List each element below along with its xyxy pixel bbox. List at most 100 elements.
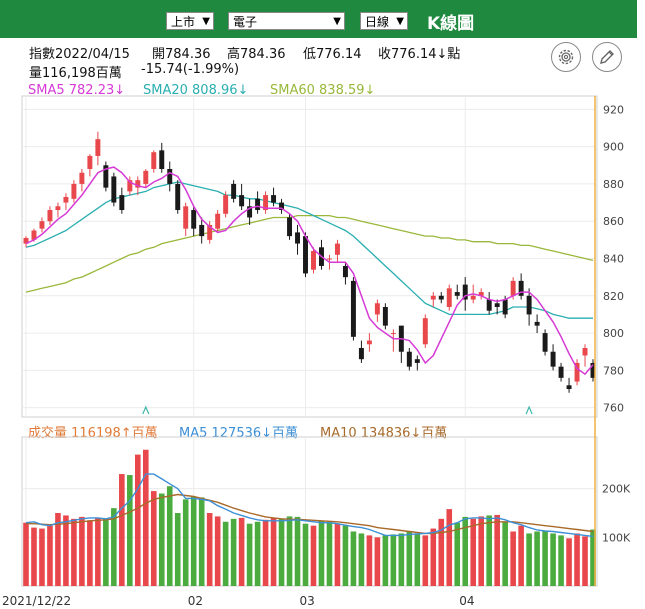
candle[interactable] (526, 295, 532, 315)
candle[interactable] (191, 210, 197, 229)
candle[interactable] (55, 206, 61, 211)
settings-button[interactable] (551, 42, 581, 72)
candle[interactable] (566, 385, 572, 390)
candle[interactable] (390, 333, 396, 335)
volume-bar[interactable] (486, 515, 492, 586)
candle[interactable] (510, 280, 516, 296)
period-select[interactable]: 日線 ▼ (360, 12, 408, 30)
volume-bar[interactable] (135, 454, 141, 586)
volume-bar[interactable] (526, 533, 532, 586)
candle[interactable] (350, 280, 356, 337)
volume-bar[interactable] (454, 522, 461, 586)
volume-bar[interactable] (582, 536, 588, 586)
volume-bar[interactable] (462, 516, 469, 586)
volume-bar[interactable] (342, 525, 349, 586)
candle[interactable] (462, 284, 468, 300)
volume-bar[interactable] (382, 535, 389, 586)
volume-bar[interactable] (318, 520, 325, 586)
volume-bar[interactable] (542, 530, 548, 586)
volume-bar[interactable] (334, 523, 341, 586)
volume-bar[interactable] (103, 518, 109, 586)
volume-bar[interactable] (558, 535, 564, 586)
volume-bar[interactable] (518, 525, 524, 586)
candle[interactable] (358, 348, 364, 360)
volume-bar[interactable] (438, 518, 445, 586)
volume-bar[interactable] (214, 516, 221, 586)
volume-bar[interactable] (198, 497, 205, 586)
volume-bar[interactable] (510, 531, 516, 586)
volume-bar[interactable] (166, 486, 173, 586)
volume-bar[interactable] (366, 535, 373, 586)
volume-bar[interactable] (119, 474, 125, 586)
volume-bar[interactable] (23, 522, 29, 586)
volume-bar[interactable] (310, 525, 317, 586)
candle[interactable] (271, 195, 277, 203)
candle[interactable] (223, 195, 229, 214)
candle[interactable] (23, 237, 29, 244)
volume-bar[interactable] (158, 493, 165, 586)
candle[interactable] (311, 251, 316, 270)
candle[interactable] (263, 195, 269, 211)
candle[interactable] (502, 299, 508, 315)
candle[interactable] (207, 224, 213, 240)
volume-bar[interactable] (286, 516, 293, 586)
volume-bar[interactable] (414, 533, 421, 586)
volume-bar[interactable] (174, 513, 181, 586)
candle[interactable] (550, 351, 556, 367)
volume-bar[interactable] (127, 475, 133, 586)
candle[interactable] (159, 150, 165, 169)
volume-bar[interactable] (246, 523, 253, 586)
volume-bar[interactable] (39, 528, 45, 586)
candle[interactable] (470, 295, 476, 300)
candle[interactable] (167, 168, 173, 184)
volume-bar[interactable] (79, 516, 85, 586)
candle[interactable] (558, 366, 564, 378)
volume-bar[interactable] (278, 518, 285, 586)
volume-bar[interactable] (374, 537, 381, 586)
volume-bar[interactable] (63, 515, 69, 586)
candle[interactable] (183, 206, 189, 229)
volume-bar[interactable] (406, 531, 413, 586)
volume-bar[interactable] (502, 521, 508, 586)
candle[interactable] (422, 318, 428, 345)
category-select[interactable]: 電子 ▼ (228, 12, 345, 30)
candle[interactable] (374, 303, 380, 315)
volume-bar[interactable] (326, 521, 333, 586)
volume-bar[interactable] (87, 520, 93, 586)
candle[interactable] (582, 348, 588, 356)
volume-bar[interactable] (430, 528, 437, 586)
volume-bar[interactable] (190, 496, 197, 586)
candle[interactable] (247, 206, 253, 218)
volume-bar[interactable] (446, 509, 453, 586)
candle[interactable] (135, 180, 141, 188)
candle[interactable] (239, 195, 245, 207)
candle[interactable] (279, 202, 285, 211)
candle[interactable] (534, 321, 540, 326)
volume-bar[interactable] (150, 491, 157, 586)
candle[interactable] (295, 232, 300, 244)
volume-bar[interactable] (230, 518, 237, 586)
candle[interactable] (143, 170, 149, 184)
candle[interactable] (326, 258, 332, 260)
candle[interactable] (71, 183, 77, 199)
candle[interactable] (406, 351, 412, 367)
candle[interactable] (79, 172, 85, 184)
volume-bar[interactable] (142, 449, 149, 586)
candle[interactable] (287, 217, 293, 237)
volume-bar[interactable] (238, 517, 245, 586)
candle[interactable] (446, 288, 452, 307)
volume-bar[interactable] (398, 533, 405, 586)
candle[interactable] (342, 265, 348, 278)
candle[interactable] (518, 280, 524, 296)
volume-bar[interactable] (254, 521, 261, 586)
candle[interactable] (478, 292, 484, 296)
candle[interactable] (486, 299, 492, 311)
volume-bar[interactable] (550, 533, 556, 586)
volume-bar[interactable] (494, 514, 500, 586)
volume-bar[interactable] (574, 533, 580, 586)
candle[interactable] (255, 198, 261, 211)
volume-bar[interactable] (590, 529, 596, 586)
candle[interactable] (31, 230, 37, 240)
candle[interactable] (39, 221, 45, 229)
candle[interactable] (414, 359, 420, 363)
